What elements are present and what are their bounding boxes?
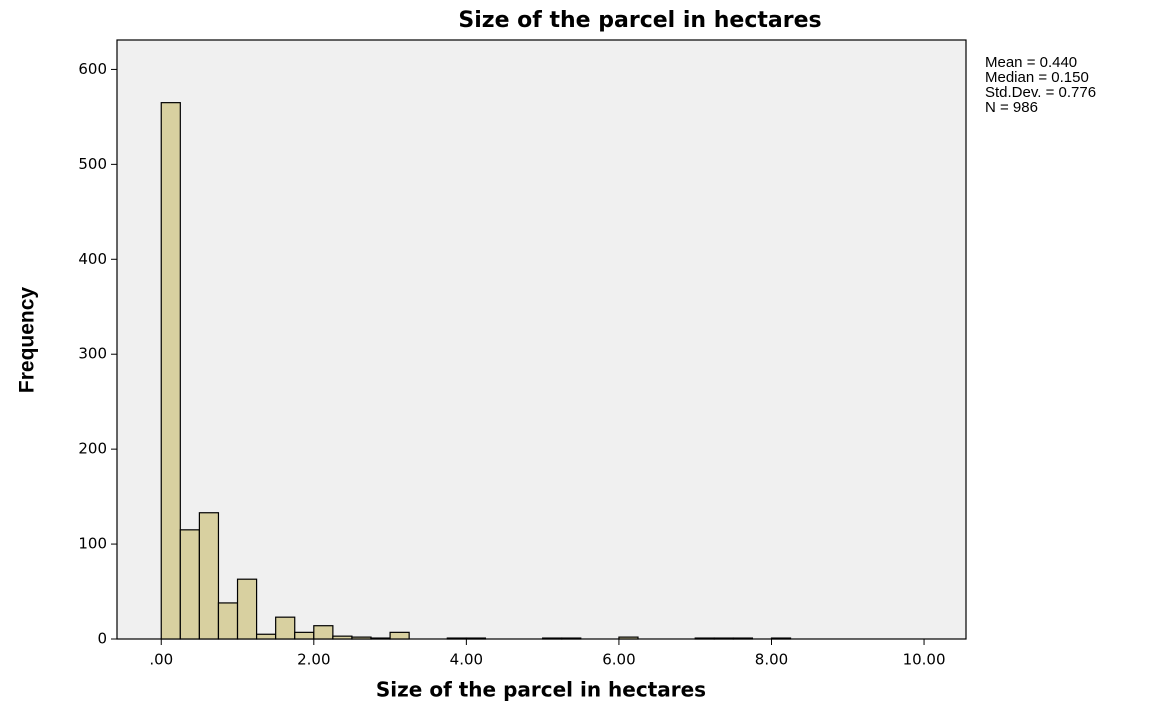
bar [465,637,487,640]
x-tick-label: 10.00 [903,651,946,669]
bar [446,637,467,640]
bar [561,637,582,640]
x-tick-label: .00 [149,651,173,669]
bar [694,637,715,640]
bar [179,529,200,640]
bar [770,637,792,640]
y-tick-label: 0 [97,630,107,648]
stat-annotation: Std.Dev. = 0.776 [985,84,1096,101]
bar [294,631,315,640]
bar [351,636,372,640]
bar [275,616,296,640]
x-tick-label: 2.00 [297,651,330,669]
bar [198,512,220,640]
bar [255,633,277,640]
y-tick-label: 300 [78,345,107,363]
x-axis-label: Size of the parcel in hectares [376,678,706,702]
stat-annotation: Mean = 0.440 [985,54,1077,71]
bar [313,625,334,640]
x-tick-label: 4.00 [450,651,483,669]
bar [236,578,258,640]
x-tick-label: 6.00 [602,651,635,669]
bar [217,602,239,640]
y-tick-label: 400 [78,250,107,268]
stat-annotation: N = 986 [985,99,1038,116]
y-tick-label: 600 [78,60,107,78]
bar [160,102,181,640]
y-tick-label: 200 [78,440,107,458]
bar [542,637,563,640]
y-tick-label: 100 [78,535,107,553]
bar [332,635,353,640]
y-axis-label: Frequency [16,287,39,394]
bar [732,637,754,640]
bar [389,631,410,640]
plot-area [116,39,967,640]
bar [618,636,639,640]
chart-title: Size of the parcel in hectares [458,8,821,33]
y-tick-label: 500 [78,155,107,173]
stat-annotation: Median = 0.150 [985,69,1089,86]
bar [370,637,391,640]
x-tick-label: 8.00 [755,651,788,669]
bar [713,637,734,640]
